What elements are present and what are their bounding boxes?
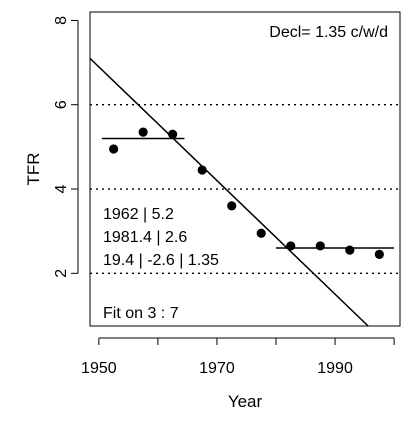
- gridlines: [90, 104, 400, 275]
- y-tick-label-8: 8: [53, 16, 70, 25]
- decline-rate-annotation: Decl= 1.35 c/w/d: [269, 24, 388, 41]
- y-tick-label-2: 2: [53, 269, 70, 278]
- data-point-3: [168, 129, 178, 139]
- data-point-1: [109, 144, 119, 154]
- onset-annotation: 1962 | 5.2: [103, 206, 174, 223]
- data-points: [109, 127, 384, 259]
- plot-area: [90, 12, 400, 326]
- x-axis-label: Year: [228, 392, 263, 411]
- data-point-8: [315, 241, 325, 251]
- data-point-10: [374, 249, 384, 259]
- y-axis: 2 4 6 8: [53, 16, 79, 278]
- fit-range-annotation: Fit on 3 : 7: [103, 305, 179, 322]
- end-annotation: 1981.4 | 2.6: [103, 229, 187, 246]
- x-axis: 1950 1970 1990: [81, 337, 395, 377]
- data-point-5: [227, 201, 237, 211]
- plot-frame: [89, 11, 401, 327]
- x-tick-label-1950: 1950: [81, 360, 117, 377]
- y-tick-label-6: 6: [53, 100, 70, 109]
- fit-line-2: [89, 57, 369, 327]
- fit-lines: [89, 57, 395, 327]
- y-axis-label: TFR: [24, 152, 43, 185]
- data-point-6: [256, 228, 266, 238]
- x-tick-label-1970: 1970: [199, 360, 235, 377]
- duration-annotation: 19.4 | -2.6 | 1.35: [103, 252, 219, 269]
- x-tick-label-1990: 1990: [317, 360, 353, 377]
- data-point-7: [286, 241, 296, 251]
- y-tick-label-4: 4: [53, 184, 70, 193]
- data-point-4: [197, 165, 207, 175]
- data-point-9: [345, 245, 355, 255]
- data-point-2: [138, 127, 148, 137]
